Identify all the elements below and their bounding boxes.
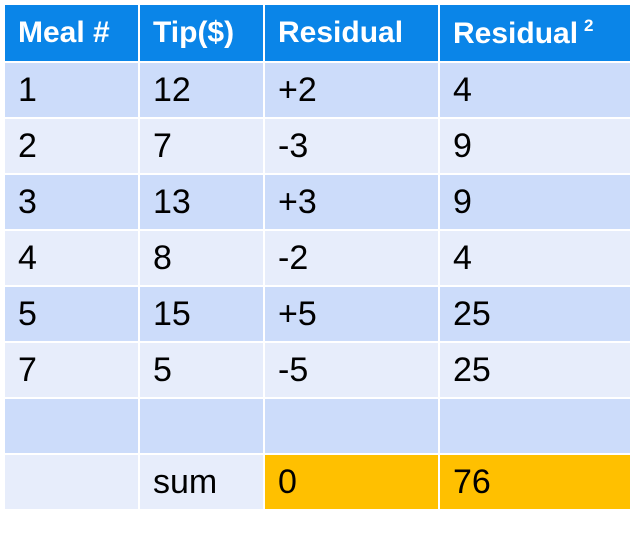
cell-residual: +5: [263, 285, 440, 343]
cell-meal: [3, 397, 140, 455]
table-row: 2 7 -3 9: [3, 117, 632, 175]
table-row: 5 15 +5 25: [3, 285, 632, 343]
table-row: 1 12 +2 4: [3, 61, 632, 119]
cell-residual-squared: 25: [438, 285, 632, 343]
sum-label: sum: [138, 453, 265, 511]
cell-residual-squared: 4: [438, 229, 632, 287]
cell-residual-squared: [438, 397, 632, 455]
cell-meal: 2: [3, 117, 140, 175]
sum-row: sum 0 76: [3, 453, 632, 511]
cell-residual: -2: [263, 229, 440, 287]
residual-sum: 0: [263, 453, 440, 511]
cell-residual: +3: [263, 173, 440, 231]
cell-meal: 1: [3, 61, 140, 119]
table-row: 4 8 -2 4: [3, 229, 632, 287]
cell-tip: [138, 397, 265, 455]
cell-residual-squared: 4: [438, 61, 632, 119]
residuals-table: Meal # Tip($) Residual Residual 2 1 12 +2…: [3, 3, 632, 511]
cell-tip: 12: [138, 61, 265, 119]
cell-tip: 7: [138, 117, 265, 175]
header-tip: Tip($): [138, 3, 265, 63]
header-residual: Residual: [263, 3, 440, 63]
cell-tip: 5: [138, 341, 265, 399]
cell-residual-squared: 25: [438, 341, 632, 399]
cell-meal: 5: [3, 285, 140, 343]
cell-residual: [263, 397, 440, 455]
cell-meal: 3: [3, 173, 140, 231]
cell-tip: 13: [138, 173, 265, 231]
header-residual-squared-label: Residual: [453, 16, 579, 50]
table-row: 7 5 -5 25: [3, 341, 632, 399]
cell-tip: 8: [138, 229, 265, 287]
cell-residual-squared: 9: [438, 173, 632, 231]
cell-residual: +2: [263, 61, 440, 119]
header-residual-squared: Residual 2: [438, 3, 632, 63]
residual-squared-sum: 76: [438, 453, 632, 511]
header-meal: Meal #: [3, 3, 140, 63]
table-row: 3 13 +3 9: [3, 173, 632, 231]
cell-meal: 7: [3, 341, 140, 399]
cell-residual-squared: 9: [438, 117, 632, 175]
header-superscript: 2: [584, 15, 594, 35]
cell-residual: -3: [263, 117, 440, 175]
table-row-empty: [3, 397, 632, 455]
cell-tip: 15: [138, 285, 265, 343]
header-row: Meal # Tip($) Residual Residual 2: [3, 3, 632, 63]
cell-meal: 4: [3, 229, 140, 287]
sum-empty-cell: [3, 453, 140, 511]
cell-residual: -5: [263, 341, 440, 399]
